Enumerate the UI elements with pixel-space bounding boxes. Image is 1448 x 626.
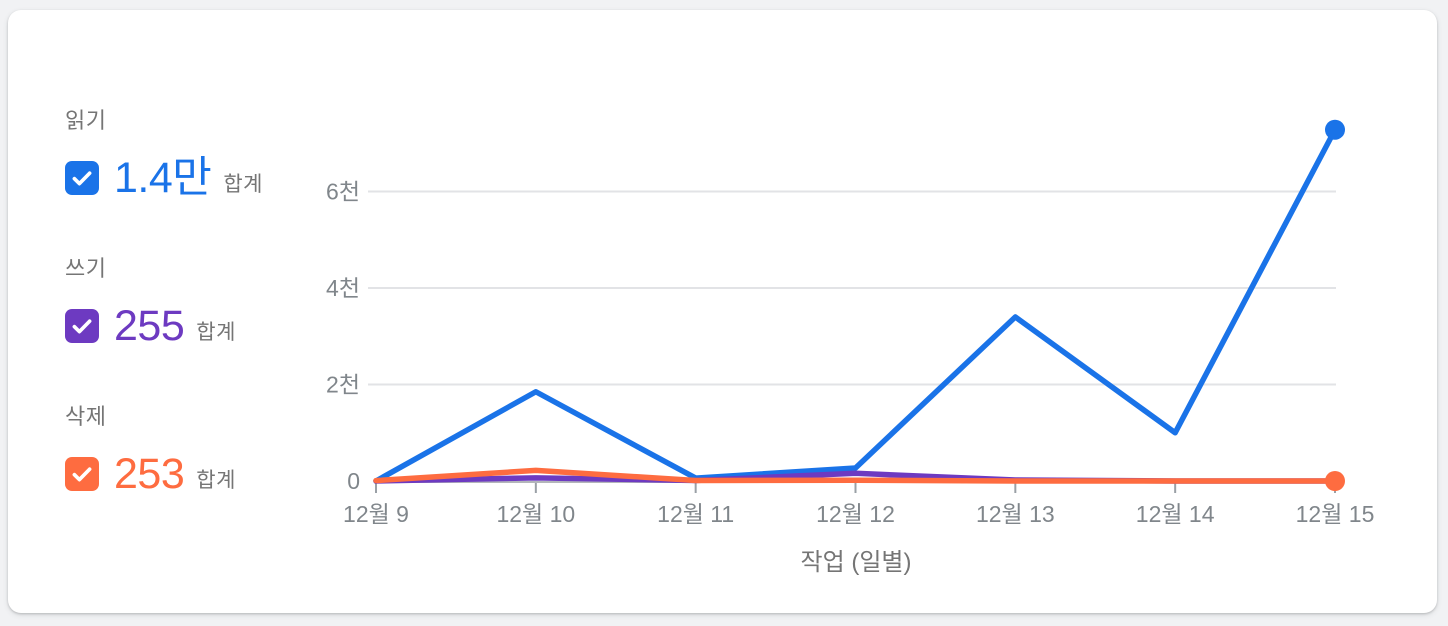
usage-line-chart: 0 2천 4천 6천 12월 9 12월 10 12월 11 12월 12 12월 13 12월 … (308, 90, 1438, 600)
deletes-checkbox[interactable] (65, 457, 99, 491)
x-axis-tick-label: 12월 9 (343, 501, 409, 527)
x-axis-tick-label: 12월 10 (496, 501, 575, 527)
reads-label: 읽기 (65, 108, 107, 133)
x-axis-tick-label: 12월 13 (976, 501, 1055, 527)
legend-item-writes: 쓰기 255 합계 (65, 254, 305, 350)
writes-total-row: 255 합계 (65, 302, 305, 350)
chart-legend: 읽기 1.4만 합계 쓰기 255 합계 (65, 106, 305, 550)
writes-total-suffix: 합계 (196, 321, 236, 344)
reads-checkbox[interactable] (65, 161, 99, 195)
series-line-0 (373, 126, 1338, 484)
x-axis-tick-label: 12월 15 (1296, 501, 1375, 527)
series-line-2 (373, 467, 1338, 484)
series-end-dot-2 (1325, 471, 1345, 491)
x-axis-tick-label: 12월 11 (657, 501, 734, 527)
deletes-total-value: 253 (114, 450, 185, 498)
writes-label: 쓰기 (65, 256, 107, 281)
x-axis-tick-label: 12월 14 (1136, 501, 1215, 527)
legend-item-deletes: 삭제 253 합계 (65, 402, 305, 498)
usage-chart-svg: 0 2천 4천 6천 12월 9 12월 10 12월 11 12월 12 12월 13 12월 … (326, 119, 1375, 576)
x-axis-title: 작업 (일별) (801, 549, 912, 576)
y-axis-tick-label: 4천 (326, 275, 360, 301)
checkmark-icon (72, 319, 92, 334)
checkmark-icon (72, 467, 92, 482)
writes-checkbox[interactable] (65, 309, 99, 343)
y-axis-tick-label: 2천 (326, 372, 360, 398)
deletes-label: 삭제 (65, 404, 107, 429)
writes-total-value: 255 (114, 302, 185, 350)
deletes-total-row: 253 합계 (65, 450, 305, 498)
legend-item-reads: 읽기 1.4만 합계 (65, 106, 305, 202)
reads-total-row: 1.4만 합계 (65, 154, 305, 202)
x-axis-tick-label: 12월 12 (816, 501, 895, 527)
y-axis-tick-label: 0 (347, 468, 360, 494)
deletes-total-suffix: 합계 (196, 469, 236, 492)
usage-chart-card: 읽기 1.4만 합계 쓰기 255 합계 (8, 10, 1437, 613)
reads-total-value: 1.4만 (114, 154, 212, 202)
series-end-dot-0 (1325, 119, 1345, 140)
reads-total-suffix: 합계 (223, 173, 263, 196)
checkmark-icon (72, 171, 92, 186)
y-axis-tick-label: 6천 (326, 179, 360, 205)
